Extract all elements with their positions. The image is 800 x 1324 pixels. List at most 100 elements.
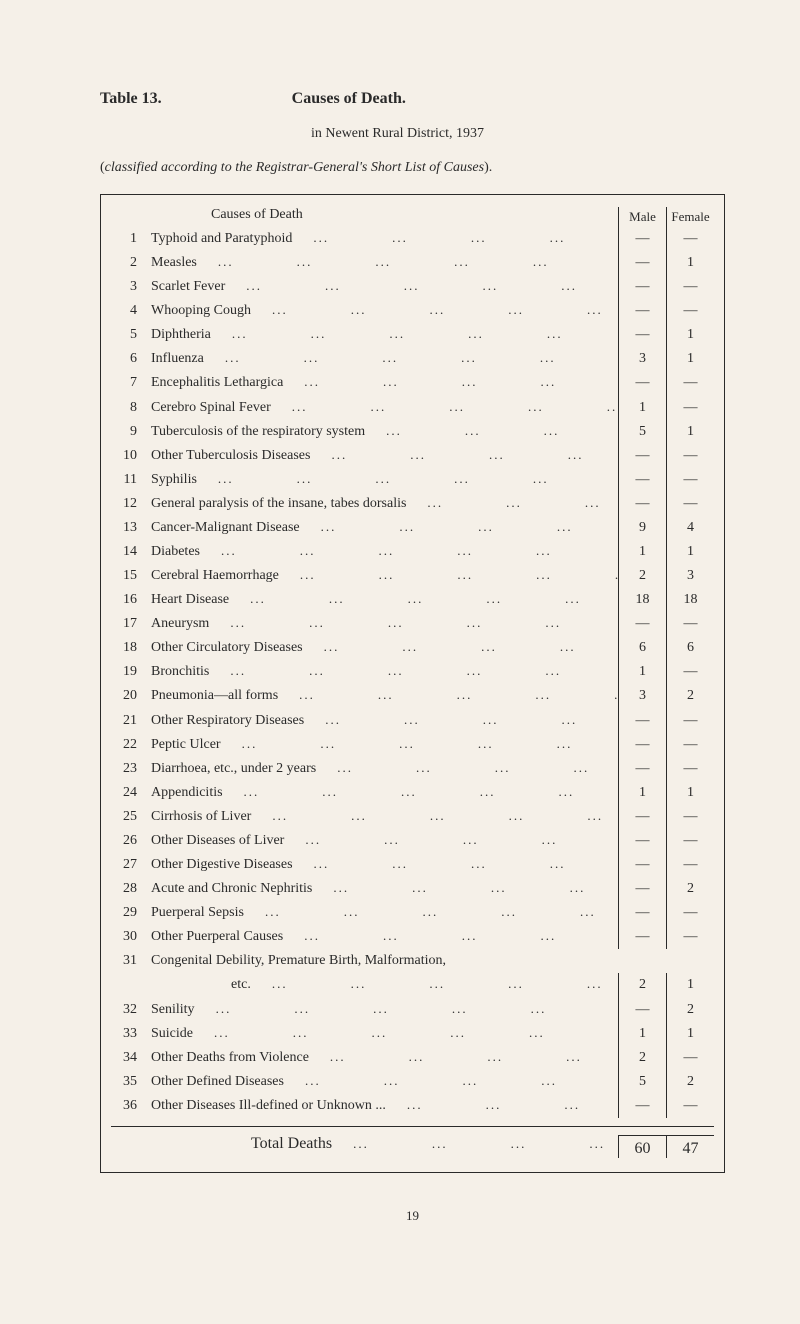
table-row: 22Peptic Ulcer—— bbox=[111, 733, 714, 757]
row-values: 66 bbox=[618, 636, 714, 660]
female-value: 2 bbox=[666, 998, 714, 1022]
total-row: Total Deaths 60 47 bbox=[111, 1126, 714, 1158]
table-row: 35Other Defined Diseases52 bbox=[111, 1070, 714, 1094]
row-number: 32 bbox=[111, 998, 137, 1022]
table-row: 21Other Respiratory Diseases—— bbox=[111, 709, 714, 733]
row-values: —— bbox=[618, 709, 714, 733]
male-value: — bbox=[618, 468, 666, 492]
row-label: Cerebral Haemorrhage bbox=[151, 564, 618, 588]
row-number: 1 bbox=[111, 227, 137, 251]
table-row: 14Diabetes11 bbox=[111, 540, 714, 564]
table-row: 5Diphtheria—1 bbox=[111, 323, 714, 347]
row-number: 23 bbox=[111, 757, 137, 781]
row-values: —— bbox=[618, 733, 714, 757]
table-row: 16Heart Disease1818 bbox=[111, 588, 714, 612]
table-row: 12General paralysis of the insane, tabes… bbox=[111, 492, 714, 516]
row-number: 2 bbox=[111, 251, 137, 275]
row-number: 21 bbox=[111, 709, 137, 733]
male-value: 5 bbox=[618, 1070, 666, 1094]
row-label: Other Puerperal Causes bbox=[151, 925, 618, 949]
row-values: —— bbox=[618, 444, 714, 468]
row-number: 27 bbox=[111, 853, 137, 877]
table-row: 1Typhoid and Paratyphoid—— bbox=[111, 227, 714, 251]
row-label: Tuberculosis of the respiratory system bbox=[151, 420, 618, 444]
female-value: — bbox=[666, 444, 714, 468]
male-value: — bbox=[618, 323, 666, 347]
row-number: 12 bbox=[111, 492, 137, 516]
row-values: 1— bbox=[618, 660, 714, 684]
male-value: 1 bbox=[618, 660, 666, 684]
row-label: Diarrhoea, etc., under 2 years bbox=[151, 757, 618, 781]
row-values: 52 bbox=[618, 1070, 714, 1094]
female-value: 1 bbox=[666, 781, 714, 805]
female-value: — bbox=[666, 660, 714, 684]
row-label: Measles bbox=[151, 251, 618, 275]
male-value: 6 bbox=[618, 636, 666, 660]
row-label: Peptic Ulcer bbox=[151, 733, 618, 757]
row-values: —— bbox=[618, 492, 714, 516]
row-number: 30 bbox=[111, 925, 137, 949]
causes-heading: Causes of Death bbox=[211, 207, 303, 223]
row-values: —— bbox=[618, 371, 714, 395]
female-value: 1 bbox=[666, 1022, 714, 1046]
female-value: 2 bbox=[666, 877, 714, 901]
table-row: 19Bronchitis1— bbox=[111, 660, 714, 684]
table-label: Table 13. bbox=[100, 90, 162, 108]
table-row: 26Other Diseases of Liver—— bbox=[111, 829, 714, 853]
row-number: 3 bbox=[111, 275, 137, 299]
table-row: 10Other Tuberculosis Diseases—— bbox=[111, 444, 714, 468]
female-value: 1 bbox=[666, 420, 714, 444]
female-value: 1 bbox=[666, 973, 714, 997]
row-number: 8 bbox=[111, 396, 137, 420]
row-label: etc. bbox=[151, 973, 618, 997]
row-label: Other Tuberculosis Diseases bbox=[151, 444, 618, 468]
female-value: — bbox=[666, 612, 714, 636]
row-values: 1818 bbox=[618, 588, 714, 612]
male-value: — bbox=[618, 925, 666, 949]
table-row: 29Puerperal Sepsis—— bbox=[111, 901, 714, 925]
female-value: 4 bbox=[666, 516, 714, 540]
row-values: —— bbox=[618, 468, 714, 492]
female-value: — bbox=[666, 492, 714, 516]
male-value: 9 bbox=[618, 516, 666, 540]
female-value: — bbox=[666, 371, 714, 395]
row-values: 1— bbox=[618, 396, 714, 420]
male-value: 2 bbox=[618, 973, 666, 997]
male-value: — bbox=[618, 612, 666, 636]
row-label: Other Circulatory Diseases bbox=[151, 636, 618, 660]
classification-note: (classified according to the Registrar-G… bbox=[100, 160, 725, 176]
male-header: Male bbox=[618, 207, 666, 227]
male-value: — bbox=[618, 709, 666, 733]
row-label: Other Diseases Ill-defined or Unknown ..… bbox=[151, 1094, 618, 1118]
table-row: 24Appendicitis11 bbox=[111, 781, 714, 805]
row-label: Diabetes bbox=[151, 540, 618, 564]
row-label: Other Diseases of Liver bbox=[151, 829, 618, 853]
male-value: — bbox=[618, 251, 666, 275]
female-value: 1 bbox=[666, 540, 714, 564]
table-row: 3Scarlet Fever—— bbox=[111, 275, 714, 299]
table-row: 17Aneurysm—— bbox=[111, 612, 714, 636]
male-value: 1 bbox=[618, 781, 666, 805]
male-value: — bbox=[618, 877, 666, 901]
table-row: 13Cancer-Malignant Disease94 bbox=[111, 516, 714, 540]
total-values: 60 47 bbox=[618, 1135, 714, 1158]
table-row: 7Encephalitis Lethargica—— bbox=[111, 371, 714, 395]
female-value: 18 bbox=[666, 588, 714, 612]
row-label: Whooping Cough bbox=[151, 299, 618, 323]
row-label: Typhoid and Paratyphoid bbox=[151, 227, 618, 251]
table-row: 36Other Diseases Ill-defined or Unknown … bbox=[111, 1094, 714, 1118]
female-value: 6 bbox=[666, 636, 714, 660]
row-label: Puerperal Sepsis bbox=[151, 901, 618, 925]
row-number: 15 bbox=[111, 564, 137, 588]
row-values: —— bbox=[618, 805, 714, 829]
table-row: 32Senility—2 bbox=[111, 998, 714, 1022]
row-label: Congenital Debility, Premature Birth, Ma… bbox=[151, 949, 618, 973]
row-label: Scarlet Fever bbox=[151, 275, 618, 299]
row-number: 24 bbox=[111, 781, 137, 805]
row-label: Suicide bbox=[151, 1022, 618, 1046]
row-label: Diphtheria bbox=[151, 323, 618, 347]
row-number: 17 bbox=[111, 612, 137, 636]
row-values: 94 bbox=[618, 516, 714, 540]
row-label: Encephalitis Lethargica bbox=[151, 371, 618, 395]
note-italic: classified according to the Registrar-Ge… bbox=[105, 160, 484, 175]
